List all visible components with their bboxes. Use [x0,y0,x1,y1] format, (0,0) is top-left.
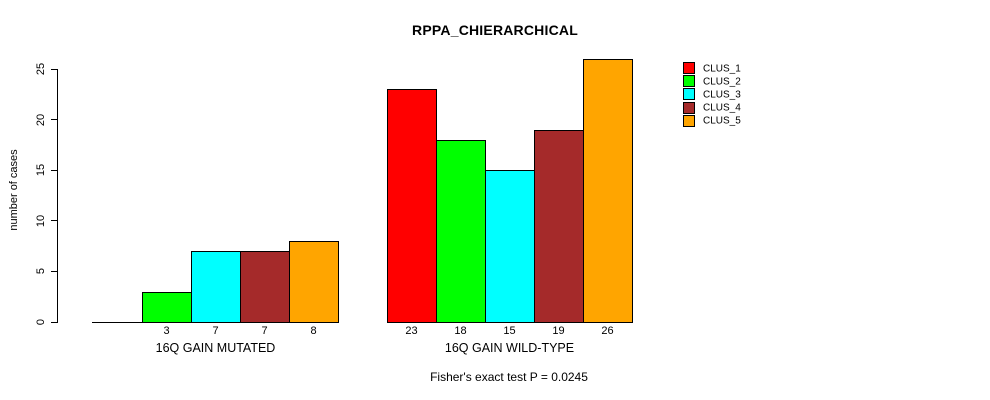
bar-clus_1-g2 [387,89,437,323]
bar-clus_4-g2 [534,129,584,323]
bar-clus_3-g2 [485,170,535,323]
chart-title: RPPA_CHIERARCHICAL [412,22,578,38]
bar-value-label: 7 [212,325,219,337]
x-category-label: 16Q GAIN MUTATED [155,341,276,355]
y-tick-label: 15 [35,164,47,177]
x-category-label: 16Q GAIN WILD-TYPE [444,341,575,355]
bar-clus_5-g1 [289,241,339,323]
y-tick [51,169,58,171]
y-tick [51,270,58,272]
y-tick-label: 10 [35,214,47,227]
bar-clus_5-g2 [583,58,633,323]
y-tick [51,119,58,121]
bar-value-label: 3 [163,325,170,337]
bar-value-label: 15 [503,325,516,337]
y-axis-line [57,69,58,323]
fisher-test-annotation: Fisher's exact test P = 0.0245 [430,370,588,384]
bar-clus_2-g2 [436,139,486,323]
bar-value-label: 19 [552,325,565,337]
bar-clus_4-g1 [240,251,290,323]
bar-clus_3-g1 [191,251,241,323]
y-tick-label: 20 [35,113,47,126]
bar-value-label: 18 [454,325,467,337]
y-tick [51,220,58,222]
bar-clus_2-g1 [142,291,192,323]
y-tick-label: 25 [35,62,47,76]
bar-clus_1-g1-zero [92,321,143,323]
y-tick-label: 5 [35,268,47,275]
bar-value-label: 7 [261,325,268,337]
bar-value-label: 26 [601,325,614,337]
bar-value-label: 23 [405,325,418,337]
y-tick [51,321,58,323]
bar-value-label: 8 [310,325,317,337]
y-tick [51,68,58,70]
y-tick-label: 0 [35,318,47,326]
